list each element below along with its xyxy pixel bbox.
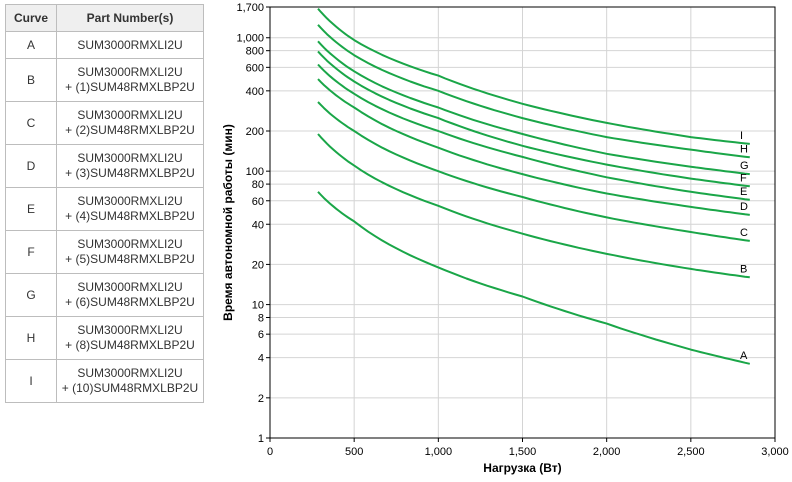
curve-label-b: B bbox=[740, 263, 747, 275]
part-number: SUM3000RMXLI2U bbox=[77, 366, 183, 380]
part-number: SUM3000RMXLI2U bbox=[77, 194, 183, 208]
y-tick-label: 6 bbox=[258, 329, 264, 341]
part-numbers-cell: SUM3000RMXLI2U bbox=[56, 31, 204, 59]
table-row: G SUM3000RMXLI2U + (6)SUM48RMXLBP2U bbox=[5, 273, 204, 317]
x-tick-label: 2,500 bbox=[677, 446, 705, 458]
x-tick-label: 2,000 bbox=[593, 446, 621, 458]
part-number: SUM3000RMXLI2U bbox=[77, 108, 183, 122]
part-numbers-cell: SUM3000RMXLI2U + (2)SUM48RMXLBP2U bbox=[56, 101, 204, 145]
curve-letter: F bbox=[5, 230, 57, 274]
curve-label-g: G bbox=[740, 160, 749, 172]
part-numbers-cell: SUM3000RMXLI2U + (4)SUM48RMXLBP2U bbox=[56, 187, 204, 231]
series-line-f bbox=[317, 50, 750, 188]
curve-label-i: I bbox=[740, 130, 743, 142]
y-tick-label: 800 bbox=[246, 46, 264, 58]
table-row: B SUM3000RMXLI2U + (1)SUM48RMXLBP2U bbox=[5, 58, 204, 102]
x-tick-label: 3,000 bbox=[761, 446, 789, 458]
series-lines bbox=[317, 8, 751, 365]
series-line-b bbox=[317, 133, 750, 279]
battery-pack-part: + (3)SUM48RMXLBP2U bbox=[65, 166, 195, 180]
battery-pack-part: + (1)SUM48RMXLBP2U bbox=[65, 80, 195, 94]
series-line-g bbox=[317, 40, 750, 176]
series-line-e bbox=[317, 63, 750, 201]
table-row: I SUM3000RMXLI2U + (10)SUM48RMXLBP2U bbox=[5, 359, 204, 403]
table-row: C SUM3000RMXLI2U + (2)SUM48RMXLBP2U bbox=[5, 101, 204, 145]
curve-label-a: A bbox=[740, 350, 748, 362]
part-numbers-cell: SUM3000RMXLI2U + (10)SUM48RMXLBP2U bbox=[56, 359, 204, 403]
table-row: D SUM3000RMXLI2U + (3)SUM48RMXLBP2U bbox=[5, 144, 204, 188]
series-line-h bbox=[317, 24, 750, 159]
curve-letter: I bbox=[5, 359, 57, 403]
battery-pack-part: + (8)SUM48RMXLBP2U bbox=[65, 338, 195, 352]
table-row: A SUM3000RMXLI2U bbox=[5, 31, 204, 59]
part-number: SUM3000RMXLI2U bbox=[77, 65, 183, 79]
part-number: SUM3000RMXLI2U bbox=[77, 280, 183, 294]
part-number: SUM3000RMXLI2U bbox=[77, 151, 183, 165]
series-line-a bbox=[317, 191, 751, 365]
series-line-d bbox=[317, 78, 750, 216]
part-number: SUM3000RMXLI2U bbox=[77, 237, 183, 251]
curve-label-d: D bbox=[740, 201, 748, 213]
table-row: H SUM3000RMXLI2U + (8)SUM48RMXLBP2U bbox=[5, 316, 204, 360]
x-tick-label: 0 bbox=[267, 446, 273, 458]
battery-pack-part: + (2)SUM48RMXLBP2U bbox=[65, 123, 195, 137]
y-tick-label: 100 bbox=[246, 166, 264, 178]
part-number: SUM3000RMXLI2U bbox=[77, 323, 183, 337]
curve-column-header: Curve bbox=[5, 4, 57, 32]
y-tick-label: 1,000 bbox=[236, 33, 264, 45]
curve-letter: B bbox=[5, 58, 57, 102]
y-tick-label: 200 bbox=[246, 126, 264, 138]
y-tick-label: 1 bbox=[258, 433, 264, 445]
y-tick-label: 80 bbox=[252, 179, 264, 191]
y-tick-label: 10 bbox=[252, 300, 264, 312]
part-numbers-cell: SUM3000RMXLI2U + (1)SUM48RMXLBP2U bbox=[56, 58, 204, 102]
y-tick-label: 8 bbox=[258, 313, 264, 325]
series-line-c bbox=[317, 101, 750, 242]
battery-pack-part: + (5)SUM48RMXLBP2U bbox=[65, 252, 195, 266]
table-header-row: Curve Part Number(s) bbox=[5, 4, 204, 32]
y-tick-label: 400 bbox=[246, 86, 264, 98]
x-tick-label: 1,500 bbox=[509, 446, 537, 458]
curve-legend-table: Curve Part Number(s) A SUM3000RMXLI2U B … bbox=[5, 4, 204, 403]
part-numbers-column-header: Part Number(s) bbox=[56, 4, 204, 32]
curve-label-f: F bbox=[740, 172, 747, 184]
part-number: SUM3000RMXLI2U bbox=[77, 37, 183, 52]
y-tick-label: 20 bbox=[252, 259, 264, 271]
curve-letter: E bbox=[5, 187, 57, 231]
y-axis-title: Время автономной работы (мин) bbox=[221, 124, 235, 321]
curve-label-c: C bbox=[740, 227, 748, 239]
battery-pack-part: + (10)SUM48RMXLBP2U bbox=[61, 381, 199, 395]
table-row: E SUM3000RMXLI2U + (4)SUM48RMXLBP2U bbox=[5, 187, 204, 231]
x-axis-title: Нагрузка (Вт) bbox=[483, 461, 561, 475]
part-numbers-cell: SUM3000RMXLI2U + (3)SUM48RMXLBP2U bbox=[56, 144, 204, 188]
axis-ticks: 1246810204060801002004006008001,0001,700… bbox=[236, 2, 788, 458]
curve-letter: G bbox=[5, 273, 57, 317]
battery-pack-part: + (6)SUM48RMXLBP2U bbox=[65, 295, 195, 309]
x-tick-label: 1,000 bbox=[425, 446, 453, 458]
series-line-i bbox=[317, 8, 750, 145]
y-tick-label: 2 bbox=[258, 393, 264, 405]
part-numbers-cell: SUM3000RMXLI2U + (6)SUM48RMXLBP2U bbox=[56, 273, 204, 317]
curve-letter: A bbox=[5, 31, 57, 59]
y-tick-label: 600 bbox=[246, 62, 264, 74]
grid bbox=[269, 6, 776, 439]
y-tick-label: 1,700 bbox=[236, 2, 264, 14]
curve-label-e: E bbox=[740, 186, 747, 198]
battery-pack-part: + (4)SUM48RMXLBP2U bbox=[65, 209, 195, 223]
x-tick-label: 500 bbox=[345, 446, 363, 458]
y-tick-label: 60 bbox=[252, 196, 264, 208]
y-tick-label: 40 bbox=[252, 219, 264, 231]
y-tick-label: 4 bbox=[258, 353, 264, 365]
curve-label-h: H bbox=[740, 143, 748, 155]
curve-letter: C bbox=[5, 101, 57, 145]
